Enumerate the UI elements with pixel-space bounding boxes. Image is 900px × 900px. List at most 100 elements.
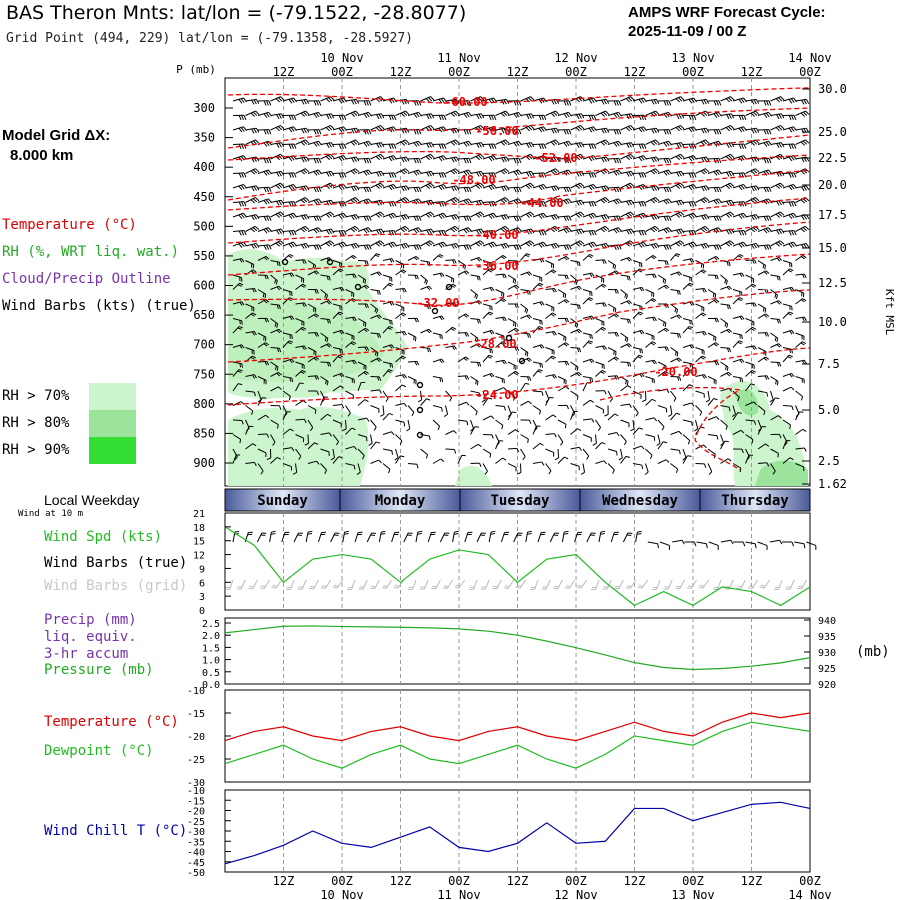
upper-wind-barb-flag xyxy=(416,361,420,366)
upper-wind-barb-flag xyxy=(604,259,607,264)
upper-wind-barb-flag xyxy=(753,401,757,406)
upper-wind-barb xyxy=(232,172,245,174)
upper-wind-barb-flag xyxy=(553,214,558,220)
upper-wind-barb-flag xyxy=(353,359,357,364)
upper-wind-barb-flag xyxy=(552,355,557,359)
upper-wind-barb xyxy=(520,434,529,440)
upper-wind-barb-flag xyxy=(388,369,393,372)
upper-wind-barb xyxy=(482,155,494,160)
upper-wind-barb-flag xyxy=(639,348,641,354)
upper-wind-barb-flag xyxy=(588,99,593,104)
upper-wind-barb xyxy=(345,419,347,430)
upper-wind-barb xyxy=(545,414,554,421)
upper-wind-barb xyxy=(795,156,807,160)
upper-wind-barb-flag xyxy=(727,154,733,160)
upper-wind-barb xyxy=(270,434,276,443)
upper-wind-barb-flag xyxy=(766,158,770,164)
upper-wind-barb-flag xyxy=(737,411,742,414)
upper-wind-barb xyxy=(495,457,503,464)
upper-wind-barb xyxy=(307,419,314,428)
upper-wind-barb-flag xyxy=(701,157,705,163)
upper-wind-barb xyxy=(320,211,331,218)
upper-wind-barb-flag xyxy=(574,322,577,327)
upper-wind-barb-flag xyxy=(263,113,268,118)
upper-wind-barb-flag xyxy=(477,241,483,246)
upper-wind-barb-flag xyxy=(767,227,772,232)
upper-wind-barb-flag xyxy=(791,143,794,149)
upper-wind-barb-flag xyxy=(415,170,420,175)
upper-wind-barb-flag xyxy=(538,214,543,219)
upper-wind-barb-flag xyxy=(341,349,343,354)
upper-wind-barb-flag xyxy=(301,157,305,163)
grid-wind-barb-flag xyxy=(637,586,643,589)
upper-wind-barb-flag xyxy=(378,171,382,177)
upper-wind-barb-flag xyxy=(278,171,282,177)
upper-wind-barb-flag xyxy=(366,129,369,135)
wind-ytick: 15 xyxy=(193,537,205,548)
upper-wind-barb-flag xyxy=(652,140,658,145)
upper-wind-barb-flag xyxy=(743,115,747,120)
upper-wind-barb-flag xyxy=(500,228,505,233)
upper-wind-barb-flag xyxy=(655,99,660,104)
upper-wind-barb-flag xyxy=(600,228,605,233)
upper-wind-barb-flag xyxy=(603,460,607,465)
upper-wind-barb-flag xyxy=(440,156,445,161)
model-grid-value: 8.000 km xyxy=(10,147,74,164)
upper-wind-barb-flag xyxy=(679,376,682,381)
upper-wind-barb xyxy=(470,153,481,160)
upper-wind-barb-flag xyxy=(316,332,320,337)
upper-wind-barb-flag xyxy=(487,312,492,316)
upper-wind-barb-flag xyxy=(575,213,580,218)
upper-wind-barb-flag xyxy=(342,428,347,432)
upper-wind-barb-flag xyxy=(682,457,687,461)
weekday-cell xyxy=(699,488,811,512)
upper-wind-barb xyxy=(757,462,768,464)
upper-wind-barb xyxy=(695,185,707,189)
upper-wind-barb-flag xyxy=(265,256,270,260)
cloud-outline-mark xyxy=(416,381,424,389)
upper-wind-barb-flag xyxy=(526,352,529,357)
upper-wind-barb-flag xyxy=(714,361,718,366)
upper-wind-barb-flag xyxy=(728,348,732,353)
upper-wind-barb-flag xyxy=(542,212,547,218)
upper-wind-barb-flag xyxy=(776,344,781,348)
upper-wind-barb-flag xyxy=(676,412,681,415)
upper-wind-barb xyxy=(532,241,544,247)
upper-wind-barb-flag xyxy=(476,344,481,348)
upper-wind-barb-flag xyxy=(405,110,410,115)
upper-wind-barb-flag xyxy=(705,99,710,104)
upper-wind-barb-flag xyxy=(628,319,631,324)
upper-wind-barb-flag xyxy=(715,199,720,204)
upper-wind-barb xyxy=(370,153,381,160)
upper-wind-barb-flag xyxy=(566,275,569,280)
isotherm-line xyxy=(599,386,743,471)
upper-wind-barb-flag xyxy=(751,215,755,221)
upper-wind-barb-flag xyxy=(716,318,719,323)
upper-wind-barb xyxy=(395,402,405,406)
upper-wind-barb-flag xyxy=(677,241,683,246)
upper-wind-barb-flag xyxy=(763,129,767,135)
upper-wind-barb-flag xyxy=(465,356,470,360)
pressure-ytick: 935 xyxy=(818,632,836,643)
upper-wind-barb-flag xyxy=(502,198,508,203)
upper-wind-barb-flag xyxy=(466,332,470,337)
upper-wind-barb-flag xyxy=(474,293,477,298)
upper-wind-barb-flag xyxy=(715,342,720,346)
upper-wind-barb-flag xyxy=(663,372,668,376)
upper-wind-barb xyxy=(332,126,344,131)
upper-wind-barb-flag xyxy=(378,113,382,119)
upper-wind-barb-flag xyxy=(364,322,367,327)
upper-wind-barb-flag xyxy=(505,185,510,191)
upper-wind-barb-flag xyxy=(790,386,795,391)
upper-wind-barb xyxy=(757,198,769,203)
true-wind-barb-flag xyxy=(417,530,423,533)
upper-wind-barb xyxy=(507,227,519,232)
upper-wind-barb-flag xyxy=(538,115,542,121)
upper-wind-barb-flag xyxy=(563,113,568,118)
upper-wind-barb-flag xyxy=(316,129,319,135)
upper-wind-barb-flag xyxy=(577,347,580,353)
upper-wind-barb-flag xyxy=(638,214,643,219)
upper-wind-barb-flag xyxy=(563,300,568,304)
upper-wind-barb xyxy=(682,455,688,464)
upper-wind-barb-flag xyxy=(314,442,319,445)
